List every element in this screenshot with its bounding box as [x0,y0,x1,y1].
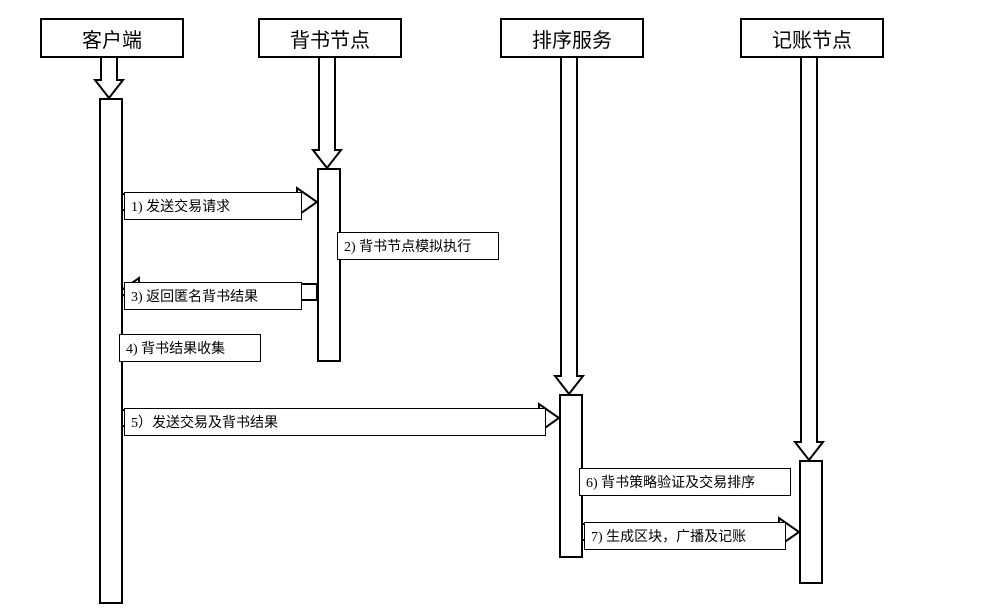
lifeline-ledger [799,460,823,584]
participant-label: 记账节点 [772,24,852,53]
participant-label: 背书节点 [290,24,370,53]
message-label-1: 1) 发送交易请求 [124,192,302,220]
message-label-3: 3) 返回匿名背书结果 [124,282,302,310]
participant-ledger: 记账节点 [740,18,884,58]
message-label-6: 6) 背书策略验证及交易排序 [579,468,791,496]
lifeline-endorser [317,168,341,362]
message-label-2: 2) 背书节点模拟执行 [337,232,499,260]
message-label-7: 7) 生成区块，广播及记账 [584,522,786,550]
message-label-4: 4) 背书结果收集 [119,334,261,362]
participant-orderer: 排序服务 [500,18,644,58]
participant-client: 客户端 [40,18,184,58]
message-label-5: 5）发送交易及背书结果 [124,408,546,436]
sequence-diagram: 客户端 背书节点 排序服务 记账节点 1) 发送交易请求 2) 背书节点模拟执行 3) 返回… [0,0,1000,616]
participant-label: 客户端 [82,24,142,53]
participant-endorser: 背书节点 [258,18,402,58]
participant-label: 排序服务 [532,24,612,53]
